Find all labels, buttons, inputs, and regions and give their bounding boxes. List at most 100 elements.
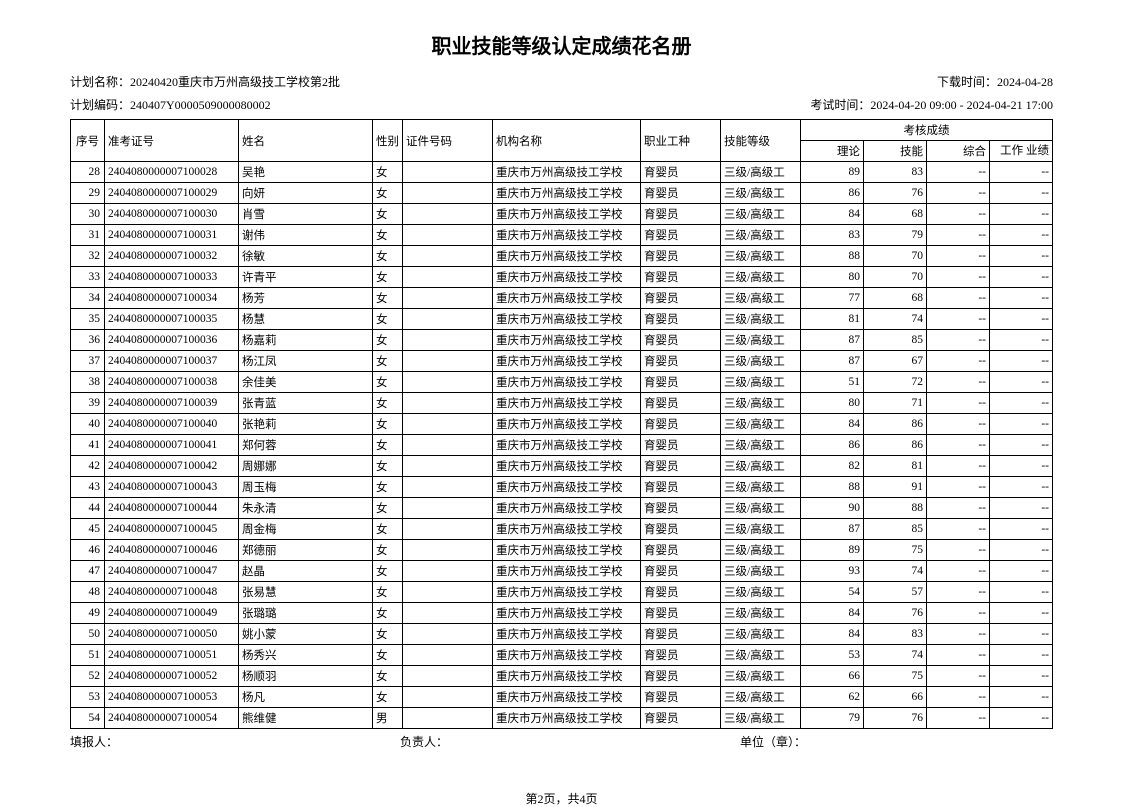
cell-level: 三级/高级工 — [721, 267, 801, 288]
cell-seq: 35 — [71, 309, 105, 330]
cell-skill: 76 — [864, 708, 927, 729]
cell-id — [403, 603, 493, 624]
cell-work: -- — [990, 225, 1053, 246]
cell-sex: 女 — [373, 645, 403, 666]
cell-skill: 75 — [864, 666, 927, 687]
cell-theory: 84 — [801, 624, 864, 645]
cell-occ: 育婴员 — [641, 498, 721, 519]
cell-theory: 89 — [801, 162, 864, 183]
cell-comp: -- — [927, 519, 990, 540]
cell-occ: 育婴员 — [641, 666, 721, 687]
cell-comp: -- — [927, 414, 990, 435]
cell-work: -- — [990, 519, 1053, 540]
cell-work: -- — [990, 645, 1053, 666]
cell-exam: 2404080000007100028 — [105, 162, 239, 183]
cell-seq: 30 — [71, 204, 105, 225]
cell-comp: -- — [927, 393, 990, 414]
cell-theory: 66 — [801, 666, 864, 687]
cell-comp: -- — [927, 309, 990, 330]
cell-exam: 2404080000007100036 — [105, 330, 239, 351]
cell-id — [403, 351, 493, 372]
cell-exam: 2404080000007100043 — [105, 477, 239, 498]
th-occ: 职业工种 — [641, 120, 721, 162]
cell-seq: 43 — [71, 477, 105, 498]
cell-level: 三级/高级工 — [721, 246, 801, 267]
cell-name: 熊维健 — [239, 708, 373, 729]
cell-name: 朱永清 — [239, 498, 373, 519]
cell-sex: 女 — [373, 519, 403, 540]
table-row: 392404080000007100039张青蓝女重庆市万州高级技工学校育婴员三… — [71, 393, 1053, 414]
cell-name: 许青平 — [239, 267, 373, 288]
cell-id — [403, 162, 493, 183]
table-row: 502404080000007100050姚小蒙女重庆市万州高级技工学校育婴员三… — [71, 624, 1053, 645]
plan-code-value: 240407Y0000509000080002 — [130, 98, 271, 112]
cell-id — [403, 540, 493, 561]
th-id: 证件号码 — [403, 120, 493, 162]
table-row: 352404080000007100035杨慧女重庆市万州高级技工学校育婴员三级… — [71, 309, 1053, 330]
unit-label: 单位（章）： — [740, 733, 806, 750]
table-row: 362404080000007100036杨嘉莉女重庆市万州高级技工学校育婴员三… — [71, 330, 1053, 351]
cell-seq: 28 — [71, 162, 105, 183]
cell-org: 重庆市万州高级技工学校 — [493, 624, 641, 645]
page-title: 职业技能等级认定成绩花名册 — [70, 30, 1053, 59]
th-name: 姓名 — [239, 120, 373, 162]
th-seq: 序号 — [71, 120, 105, 162]
cell-seq: 29 — [71, 183, 105, 204]
cell-occ: 育婴员 — [641, 372, 721, 393]
cell-seq: 50 — [71, 624, 105, 645]
cell-id — [403, 519, 493, 540]
cell-org: 重庆市万州高级技工学校 — [493, 603, 641, 624]
plan-name: 计划名称：20240420重庆市万州高级技工学校第2批 — [70, 73, 340, 90]
download-label: 下载时间： — [937, 75, 997, 89]
cell-sex: 女 — [373, 498, 403, 519]
cell-seq: 47 — [71, 561, 105, 582]
cell-name: 赵晶 — [239, 561, 373, 582]
cell-occ: 育婴员 — [641, 225, 721, 246]
cell-skill: 75 — [864, 540, 927, 561]
cell-sex: 男 — [373, 708, 403, 729]
plan-name-value: 20240420重庆市万州高级技工学校第2批 — [130, 75, 340, 89]
cell-level: 三级/高级工 — [721, 183, 801, 204]
cell-org: 重庆市万州高级技工学校 — [493, 288, 641, 309]
plan-code-label: 计划编码： — [70, 98, 130, 112]
score-table: 序号 准考证号 姓名 性别 证件号码 机构名称 职业工种 技能等级 考核成绩 理… — [70, 119, 1053, 729]
cell-skill: 68 — [864, 204, 927, 225]
th-level: 技能等级 — [721, 120, 801, 162]
cell-name: 杨慧 — [239, 309, 373, 330]
table-row: 382404080000007100038余佳美女重庆市万州高级技工学校育婴员三… — [71, 372, 1053, 393]
cell-org: 重庆市万州高级技工学校 — [493, 414, 641, 435]
cell-level: 三级/高级工 — [721, 435, 801, 456]
cell-org: 重庆市万州高级技工学校 — [493, 687, 641, 708]
cell-theory: 81 — [801, 309, 864, 330]
cell-occ: 育婴员 — [641, 414, 721, 435]
cell-level: 三级/高级工 — [721, 393, 801, 414]
cell-seq: 42 — [71, 456, 105, 477]
cell-theory: 54 — [801, 582, 864, 603]
cell-sex: 女 — [373, 246, 403, 267]
cell-occ: 育婴员 — [641, 708, 721, 729]
cell-theory: 84 — [801, 204, 864, 225]
cell-skill: 81 — [864, 456, 927, 477]
cell-theory: 79 — [801, 708, 864, 729]
filler-label: 填报人： — [70, 733, 400, 750]
cell-seq: 46 — [71, 540, 105, 561]
cell-work: -- — [990, 708, 1053, 729]
cell-level: 三级/高级工 — [721, 309, 801, 330]
cell-comp: -- — [927, 246, 990, 267]
cell-occ: 育婴员 — [641, 351, 721, 372]
cell-id — [403, 456, 493, 477]
cell-level: 三级/高级工 — [721, 477, 801, 498]
cell-comp: -- — [927, 288, 990, 309]
cell-org: 重庆市万州高级技工学校 — [493, 708, 641, 729]
cell-id — [403, 687, 493, 708]
cell-occ: 育婴员 — [641, 561, 721, 582]
cell-id — [403, 477, 493, 498]
cell-sex: 女 — [373, 330, 403, 351]
cell-occ: 育婴员 — [641, 288, 721, 309]
cell-work: -- — [990, 540, 1053, 561]
cell-theory: 51 — [801, 372, 864, 393]
cell-sex: 女 — [373, 204, 403, 225]
responsible-label: 负责人： — [400, 733, 740, 750]
cell-id — [403, 330, 493, 351]
cell-exam: 2404080000007100038 — [105, 372, 239, 393]
